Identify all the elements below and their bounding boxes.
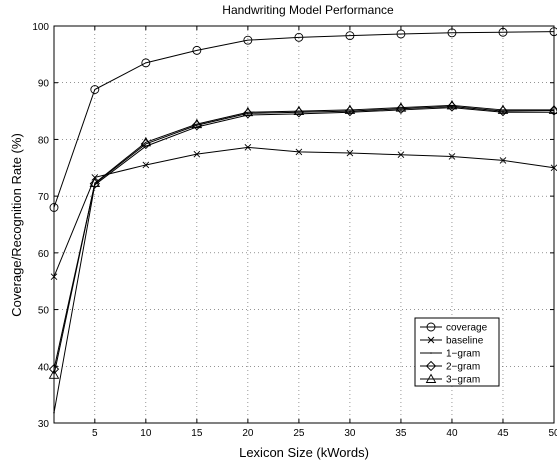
circle-marker	[294, 32, 304, 42]
x-marker	[295, 148, 303, 156]
x-marker	[499, 157, 507, 164]
triangle-marker	[497, 104, 509, 114]
circle-marker	[90, 85, 100, 94]
plot-series	[48, 27, 557, 414]
triangle-marker	[395, 102, 407, 112]
point-marker	[430, 352, 432, 354]
chart-title: Handwriting Model Performance	[222, 3, 394, 17]
triangle-marker	[89, 177, 101, 188]
series-line	[53, 146, 555, 277]
legend-items: coverage baseline 1−gram 2−gram 3−gram	[420, 323, 488, 386]
x-marker	[427, 336, 435, 344]
legend-item: 2−gram	[420, 360, 480, 373]
x-tick-label: 10	[140, 428, 152, 439]
x-tick-label: 50	[548, 428, 557, 439]
point-marker	[400, 109, 402, 111]
legend-label: baseline	[446, 336, 484, 347]
circle-marker	[345, 31, 355, 41]
x-tick-label: 5	[92, 428, 98, 439]
series-line	[53, 104, 554, 375]
x-marker	[346, 149, 354, 157]
x-tick-label: 30	[344, 428, 356, 439]
triangle-marker	[425, 373, 437, 383]
x-tick-label: 35	[395, 428, 407, 439]
series-line	[53, 106, 555, 370]
y-tick-label: 50	[38, 306, 50, 317]
series-line	[53, 31, 555, 208]
legend-item: baseline	[420, 336, 484, 347]
circle-marker	[426, 322, 436, 332]
point-marker	[349, 111, 351, 114]
point-marker	[451, 106, 453, 109]
x-marker	[397, 151, 405, 159]
triangle-marker	[191, 118, 203, 129]
y-axis-label: Coverage/Recognition Rate (%)	[9, 133, 24, 317]
series-1	[49, 27, 557, 212]
plot-area-frame	[53, 25, 555, 424]
triangle-marker	[344, 104, 356, 114]
legend-label: 1−gram	[446, 349, 480, 360]
legend: coverage baseline 1−gram 2−gram 3−gram	[414, 317, 500, 387]
circle-marker	[243, 35, 253, 45]
legend-item: 1−gram	[420, 349, 480, 360]
triangle-marker	[140, 136, 152, 147]
x-axis-label: Lexicon Size (kWords)	[239, 445, 369, 460]
x-tick-label: 25	[293, 428, 305, 439]
triangle-marker	[242, 106, 254, 117]
series-5	[48, 99, 557, 379]
x-tick-label: 20	[242, 428, 254, 439]
legend-label: coverage	[446, 323, 488, 334]
x-tick-label: 15	[191, 428, 203, 439]
y-tick-label: 100	[32, 22, 49, 33]
circle-marker	[141, 58, 151, 68]
legend-label: 2−gram	[446, 362, 480, 373]
triangle-marker	[446, 99, 458, 110]
axis-ticks: 5 10 15 20 25 30 35 40 45 50 30 40 50 60 70 80 90 100	[32, 22, 557, 439]
legend-item: coverage	[420, 323, 488, 334]
point-marker	[502, 111, 504, 114]
y-tick-label: 30	[38, 419, 50, 430]
series-2	[50, 144, 557, 280]
y-tick-label: 80	[38, 135, 50, 146]
y-tick-label: 60	[38, 249, 50, 260]
x-tick-label: 40	[446, 428, 458, 439]
y-tick-label: 70	[38, 192, 50, 203]
x-marker	[448, 153, 456, 160]
y-tick-label: 40	[38, 362, 50, 373]
legend-box	[414, 317, 500, 387]
x-tick-label: 45	[497, 428, 509, 439]
legend-label: 3−gram	[446, 375, 480, 386]
x-marker	[91, 174, 99, 181]
y-tick-label: 90	[38, 79, 50, 90]
x-marker	[142, 161, 150, 169]
circle-marker	[192, 45, 202, 55]
x-marker	[193, 150, 201, 158]
diamond-marker	[89, 178, 100, 189]
legend-item: 3−gram	[420, 373, 480, 386]
x-marker	[244, 144, 252, 151]
triangle-marker	[293, 105, 305, 116]
diamond-marker	[425, 360, 437, 372]
